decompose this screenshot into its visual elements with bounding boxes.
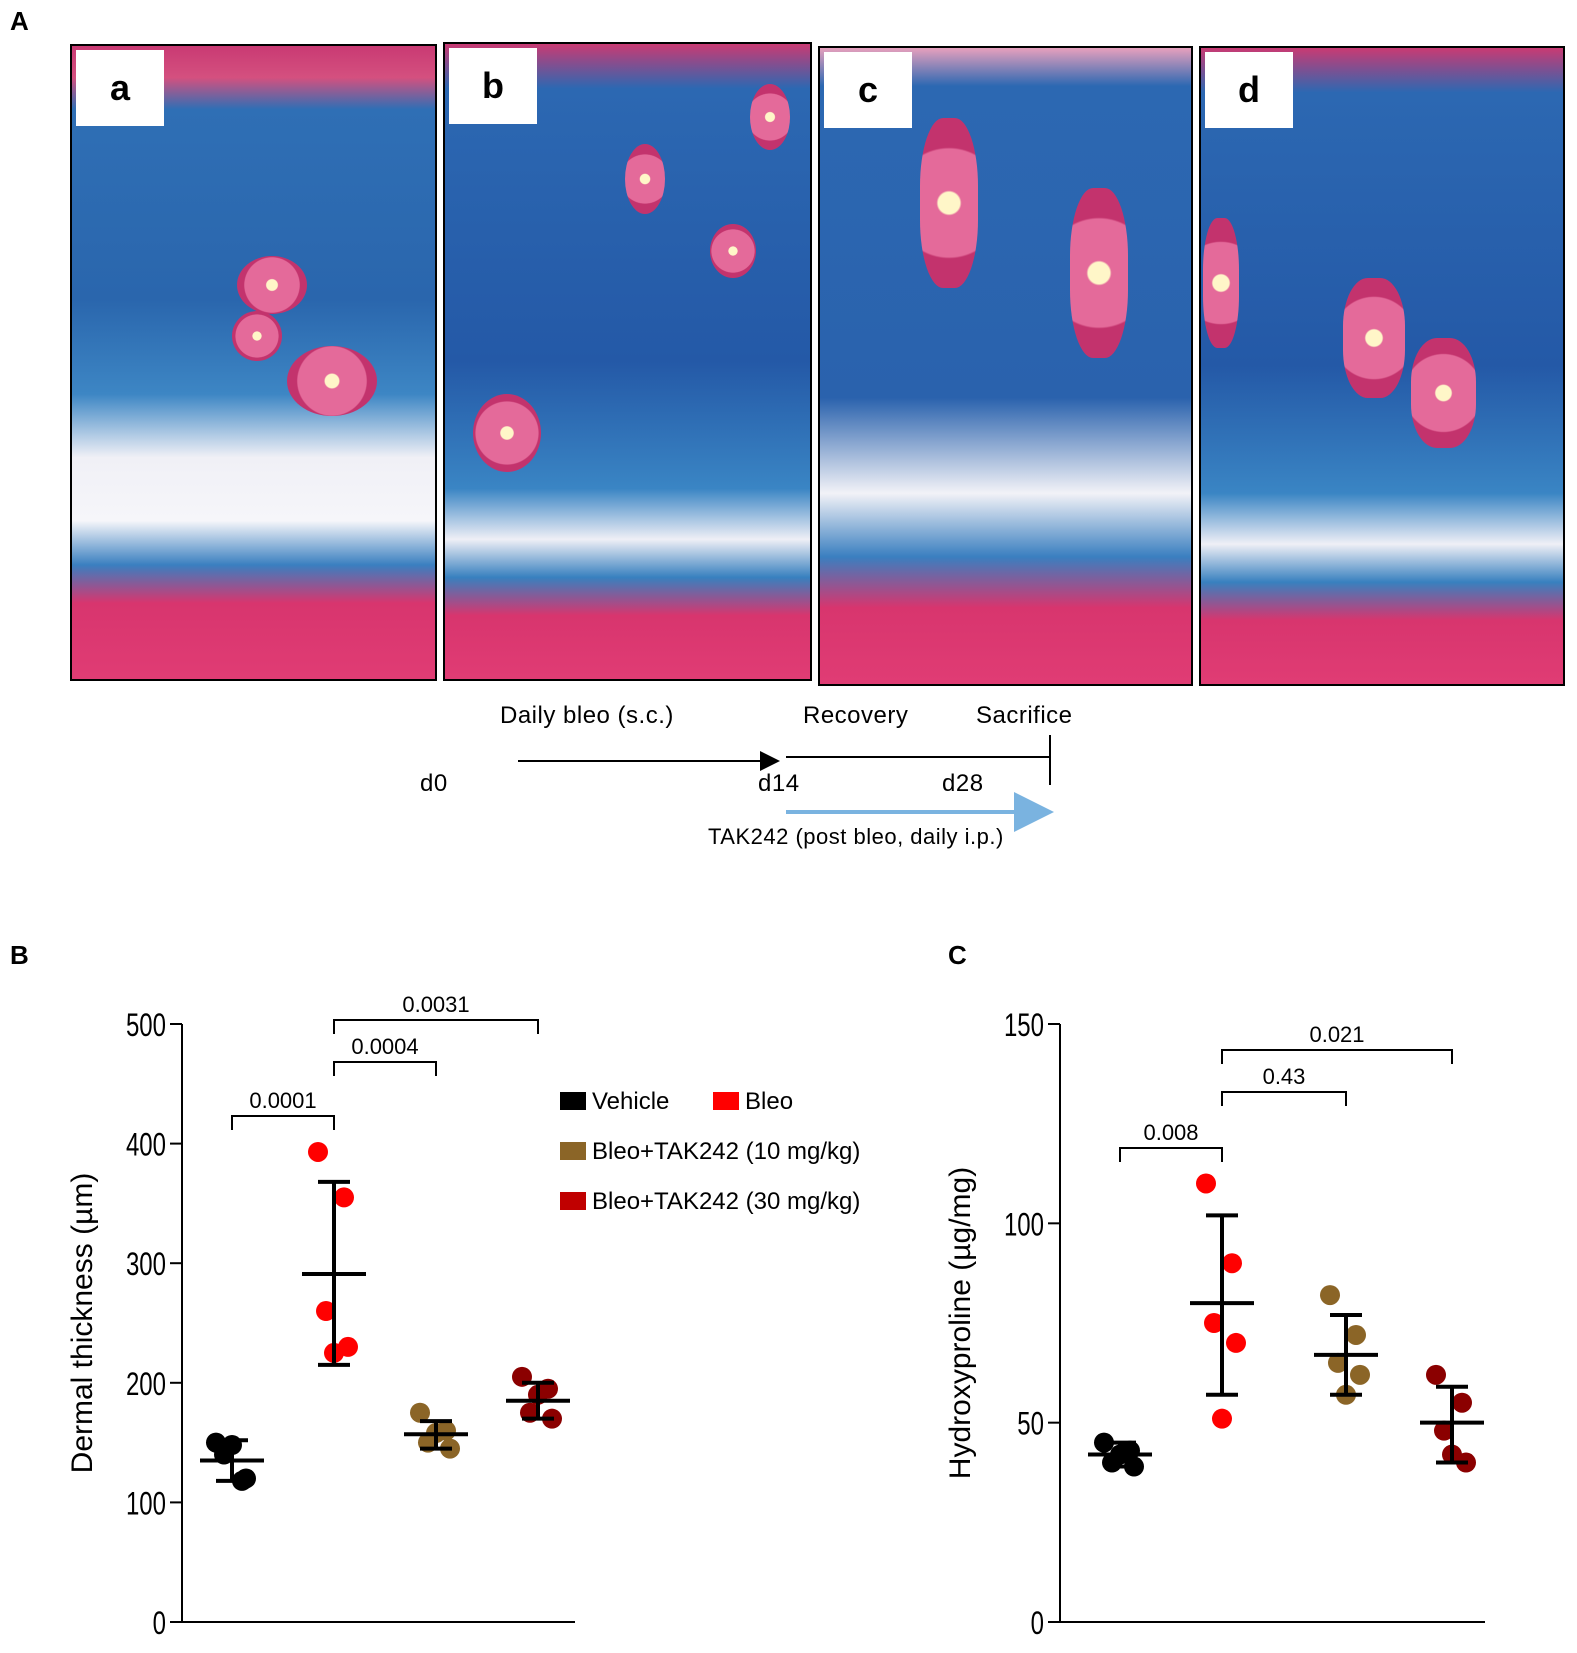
data-point — [1426, 1364, 1446, 1385]
p-value-label: 0.0004 — [351, 1034, 418, 1059]
y-tick-label: 300 — [126, 1246, 166, 1282]
y-tick-label: 400 — [126, 1126, 166, 1162]
panel-label-c: C — [948, 940, 967, 970]
legend-label: Bleo+TAK242 (30 mg/kg) — [592, 1188, 860, 1215]
data-point — [1434, 1420, 1454, 1441]
y-tick-label: 100 — [1004, 1206, 1044, 1242]
y-tick-label: 50 — [1017, 1405, 1044, 1441]
y-tick-label: 150 — [1004, 1007, 1044, 1043]
timeline-sacrifice: Sacrifice — [976, 702, 1073, 729]
y-axis-label: Hydroxyproline (µg/mg) — [944, 1167, 977, 1479]
legend-swatch — [560, 1192, 586, 1210]
micrograph-label-d: d — [1205, 52, 1293, 128]
y-tick-label: 100 — [126, 1485, 166, 1521]
significance-bracket — [1119, 1147, 1223, 1162]
p-value-label: 0.43 — [1263, 1064, 1306, 1089]
significance-bracket — [1221, 1049, 1453, 1064]
legend-label: Bleo+TAK242 (10 mg/kg) — [592, 1138, 860, 1165]
timeline-d28: d28 — [942, 770, 984, 797]
legend-label: Vehicle — [592, 1088, 669, 1115]
significance-bracket — [333, 1061, 437, 1076]
significance-bracket — [1221, 1091, 1347, 1106]
timeline-d0: d0 — [420, 770, 448, 797]
p-value-label: 0.0031 — [402, 992, 469, 1017]
data-point — [1204, 1313, 1224, 1333]
panel-label-a: A — [10, 6, 29, 36]
legend-label: Bleo — [745, 1088, 793, 1115]
legend-swatch — [560, 1142, 586, 1160]
timeline-d14: d14 — [758, 770, 800, 797]
micrograph-b: b — [443, 42, 812, 681]
micrograph-c: c — [818, 46, 1193, 686]
chart-hydroxyproline: 0 50 100 150 Hydroxyproline (µg/mg) 0.008 0.43… — [944, 1007, 1485, 1641]
micrograph-label-b: b — [449, 48, 537, 124]
data-point — [316, 1301, 336, 1322]
legend-swatch — [560, 1092, 586, 1110]
data-point — [410, 1402, 430, 1423]
data-point — [1328, 1352, 1348, 1373]
p-value-label: 0.008 — [1143, 1120, 1198, 1145]
data-point — [1320, 1285, 1340, 1306]
data-point — [1452, 1392, 1472, 1413]
y-tick-label: 200 — [126, 1365, 166, 1401]
significance-bracket — [231, 1115, 335, 1130]
timeline-recovery: Recovery — [803, 702, 909, 729]
y-axis-label: Dermal thickness (µm) — [66, 1173, 99, 1474]
p-value-label: 0.021 — [1309, 1022, 1364, 1047]
micrograph-d: d — [1199, 46, 1565, 686]
timeline-tak242: TAK242 (post bleo, daily i.p.) — [708, 824, 1004, 849]
micrograph-label-a: a — [76, 50, 164, 126]
y-tick-label: 0 — [153, 1605, 166, 1641]
data-point — [1346, 1324, 1366, 1345]
legend-swatch — [713, 1092, 739, 1110]
data-point — [236, 1468, 256, 1489]
timeline-arrows — [518, 735, 1054, 832]
significance-bracket — [333, 1019, 539, 1034]
data-point — [1222, 1253, 1242, 1274]
micrograph-label-c: c — [824, 52, 912, 128]
micrograph-a: a — [70, 44, 437, 681]
data-point — [308, 1141, 328, 1162]
p-value-label: 0.0001 — [249, 1088, 316, 1113]
y-tick-label: 0 — [1031, 1605, 1044, 1641]
data-point — [334, 1187, 354, 1208]
data-point — [1226, 1332, 1246, 1353]
panel-label-b: B — [10, 940, 29, 970]
timeline-daily-bleo: Daily bleo (s.c.) — [500, 702, 674, 729]
data-point — [1212, 1408, 1232, 1429]
data-point — [1196, 1173, 1216, 1194]
chart-dermal-thickness: 0 100 200 300 400 500 Dermal thickness (µm) 0.0… — [66, 992, 860, 1641]
y-tick-label: 500 — [126, 1007, 166, 1043]
data-point — [1350, 1364, 1370, 1385]
